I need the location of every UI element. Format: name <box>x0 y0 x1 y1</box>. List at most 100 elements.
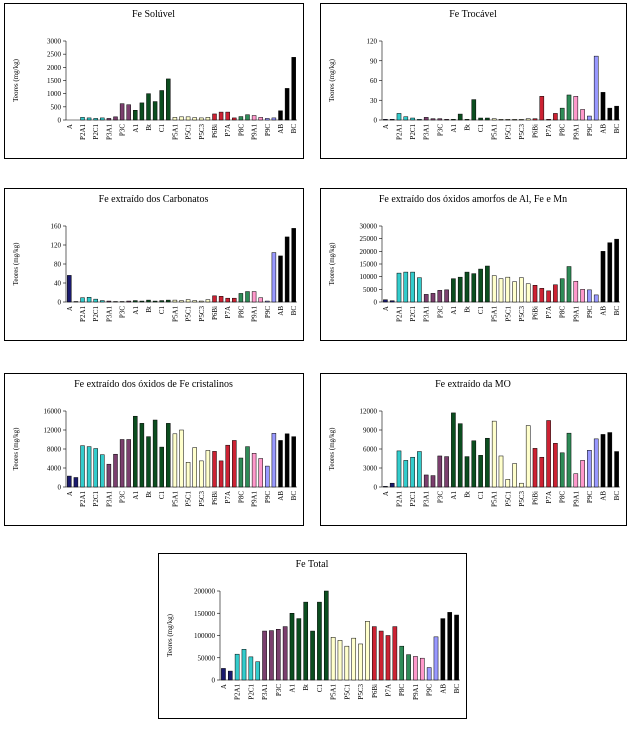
bar <box>238 457 244 488</box>
bar <box>258 117 263 121</box>
x-tick-label: P3C <box>436 124 444 136</box>
x-tick-label: P8C <box>559 491 567 503</box>
x-tick-label: C1 <box>477 306 485 315</box>
x-tick-label: P3C <box>119 491 127 503</box>
x-tick-label: A1 <box>132 491 140 500</box>
bar <box>444 456 449 488</box>
bar <box>152 101 158 121</box>
bar <box>225 297 230 303</box>
bar <box>86 117 92 121</box>
bar <box>225 444 230 488</box>
bar <box>498 119 504 121</box>
bar <box>232 117 237 121</box>
x-tick-label: P9C <box>586 491 594 503</box>
x-tick-label: P2A1 <box>396 306 404 322</box>
x-tick-label: P9A1 <box>251 124 259 140</box>
x-tick-label: BC <box>613 491 621 501</box>
bar <box>437 118 443 121</box>
x-tick-label: P9A1 <box>572 124 580 140</box>
y-tick-label: 40 <box>54 280 62 288</box>
bar <box>464 271 470 303</box>
bar <box>212 295 217 303</box>
bar <box>80 297 85 303</box>
bar <box>430 293 436 303</box>
bar <box>278 255 283 303</box>
x-tick-label: A <box>220 684 228 689</box>
bar <box>519 482 524 488</box>
bar <box>539 96 545 121</box>
x-tick-label: A1 <box>450 491 458 500</box>
x-tick-label: Bt <box>464 306 472 313</box>
panel-frame <box>158 553 467 719</box>
bar <box>179 429 184 488</box>
x-tick-label: P8C <box>559 306 567 318</box>
x-tick-label: C1 <box>477 491 485 500</box>
bar <box>478 268 483 303</box>
bar <box>600 251 606 303</box>
x-tick-label: P6Bi <box>371 684 379 698</box>
chart-panel: Fe extraído dos óxidos de Fe cristalinos… <box>4 373 304 526</box>
chart-panel: Fe extraído dos Carbonatos Teores (mg/kg)… <box>4 188 304 341</box>
x-tick-label: P3C <box>119 124 127 136</box>
bar <box>580 109 585 121</box>
bar <box>269 630 274 681</box>
x-tick-label: P5C3 <box>357 684 365 700</box>
panel-frame <box>4 3 304 159</box>
x-tick-label: P2A1 <box>396 491 404 507</box>
x-tick-label: P7A <box>224 306 232 318</box>
x-tick-label: P6Bi <box>532 491 540 505</box>
bar <box>212 113 217 121</box>
bar <box>417 119 422 121</box>
bar <box>410 117 415 121</box>
bar <box>146 299 151 303</box>
bar <box>566 94 572 121</box>
bar <box>80 445 85 488</box>
x-tick-label: P2C1 <box>92 124 100 140</box>
x-tick-label: Bt <box>145 491 153 498</box>
bar <box>607 432 613 488</box>
bar <box>410 271 415 303</box>
x-tick-label: C1 <box>158 306 166 315</box>
x-tick-label: P9C <box>264 306 272 318</box>
bar <box>289 613 295 681</box>
x-tick-label: A1 <box>132 306 140 315</box>
bar <box>451 119 456 121</box>
bar <box>419 657 425 681</box>
bar <box>205 117 211 121</box>
x-tick-label: AB <box>439 684 447 694</box>
bar <box>296 618 302 681</box>
chart-panel: Fe Solúvel Teores (mg/kg) 0 500 1000 1500 2000… <box>4 3 304 159</box>
bar <box>126 300 131 303</box>
bar <box>454 614 459 681</box>
chart-title: Fe Solúvel <box>132 9 175 20</box>
x-tick-label: P2C1 <box>92 306 100 322</box>
bar <box>457 276 463 303</box>
bar <box>126 439 131 488</box>
x-tick-label: P6Bi <box>211 124 219 138</box>
bar <box>159 300 164 303</box>
x-tick-label: P2C1 <box>409 306 417 322</box>
bar <box>212 451 217 488</box>
bar <box>519 119 524 121</box>
x-tick-label: P9C <box>586 124 594 136</box>
bar <box>505 276 511 303</box>
bar <box>93 118 98 121</box>
chart-title: Fe extraído dos Carbonatos <box>99 194 209 205</box>
bar <box>275 629 281 681</box>
x-tick-label: A1 <box>289 684 297 693</box>
bar <box>383 486 388 488</box>
bar <box>607 107 613 121</box>
bar <box>525 283 531 303</box>
bar <box>433 636 439 681</box>
y-tick-label: 8000 <box>47 446 62 454</box>
chart-panel: Fe extraído dos óxidos amorfos de Al, Fe… <box>320 188 627 341</box>
y-tick-label: 12000 <box>360 408 378 416</box>
x-tick-label: P5A1 <box>491 124 499 140</box>
x-tick-label: P3C <box>436 491 444 503</box>
bar <box>457 113 463 121</box>
x-tick-label: P8C <box>237 124 245 136</box>
bar <box>185 299 191 303</box>
bar <box>566 266 572 303</box>
bar <box>358 643 363 681</box>
